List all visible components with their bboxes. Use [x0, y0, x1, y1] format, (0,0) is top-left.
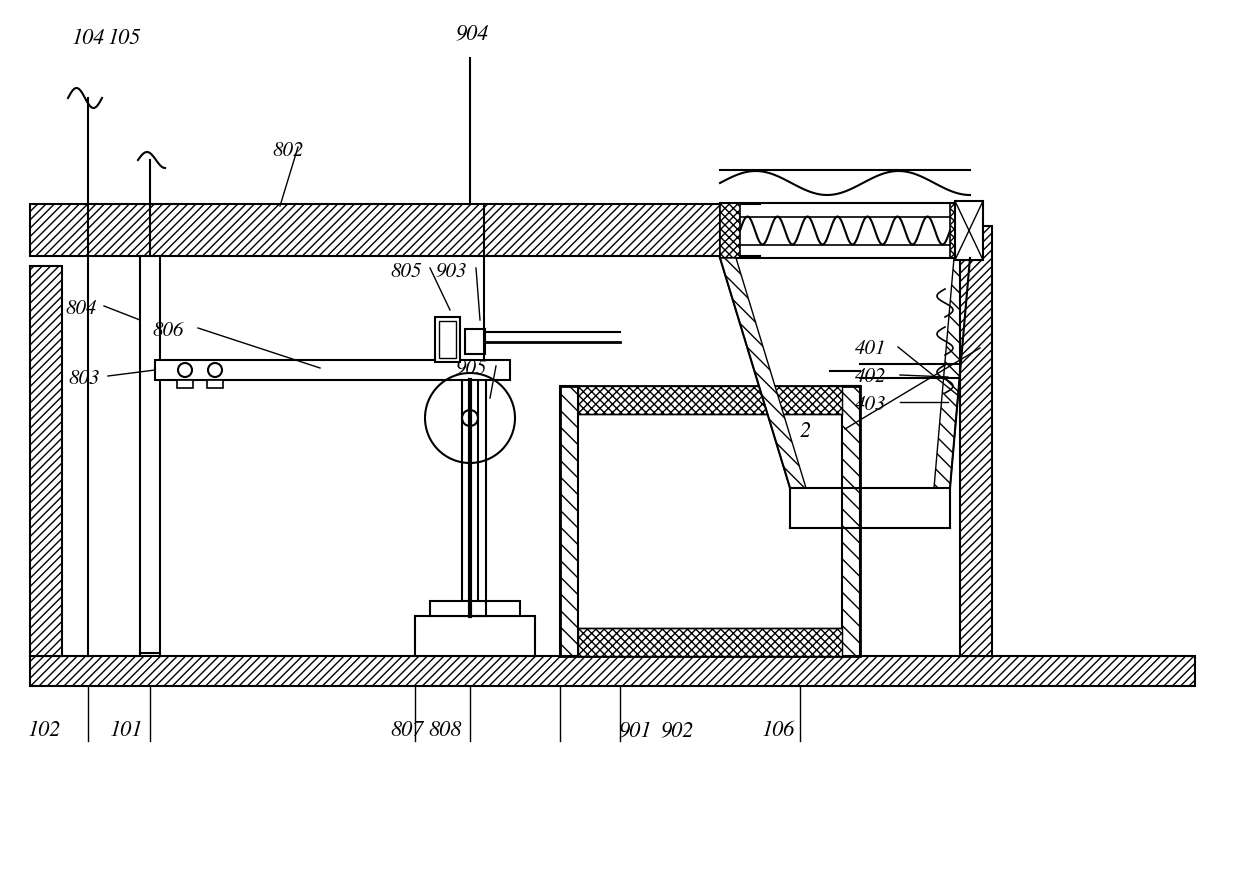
Text: 102: 102 [29, 720, 61, 741]
Text: 805: 805 [391, 263, 422, 281]
Bar [435, 318, 460, 363]
Bar [439, 321, 456, 358]
Text: 807: 807 [391, 720, 423, 741]
Text: 806: 806 [153, 321, 184, 340]
Bar [720, 204, 740, 259]
Bar [950, 204, 970, 259]
Bar [30, 267, 62, 656]
Polygon shape [720, 259, 806, 488]
Bar [560, 386, 861, 656]
Bar [560, 386, 578, 656]
Text: 104: 104 [72, 28, 105, 49]
Bar [30, 205, 720, 256]
Text: 902: 902 [660, 720, 693, 741]
Bar [955, 202, 983, 261]
Text: 403: 403 [856, 395, 887, 414]
Text: 401: 401 [856, 340, 887, 358]
Text: 804: 804 [64, 299, 97, 318]
Text: 105: 105 [108, 28, 141, 49]
Bar [155, 361, 510, 380]
Bar [415, 616, 534, 656]
Bar [430, 601, 520, 616]
Text: 2: 2 [800, 421, 811, 442]
Text: 904: 904 [455, 24, 489, 45]
Bar [578, 386, 842, 414]
Bar [960, 227, 992, 656]
Text: 802: 802 [272, 141, 304, 160]
Text: 903: 903 [436, 263, 467, 281]
Text: 905: 905 [456, 359, 487, 378]
Polygon shape [934, 259, 970, 488]
Text: 808: 808 [428, 720, 461, 741]
Bar [578, 629, 842, 656]
Bar [465, 329, 485, 355]
Bar [30, 656, 1195, 687]
Bar [842, 386, 861, 656]
Text: 106: 106 [763, 720, 795, 741]
Bar [207, 380, 223, 389]
Bar [177, 380, 193, 389]
Text: 901: 901 [618, 720, 651, 741]
Text: 402: 402 [856, 367, 887, 385]
Text: 101: 101 [110, 720, 144, 741]
Text: 803: 803 [68, 370, 99, 388]
